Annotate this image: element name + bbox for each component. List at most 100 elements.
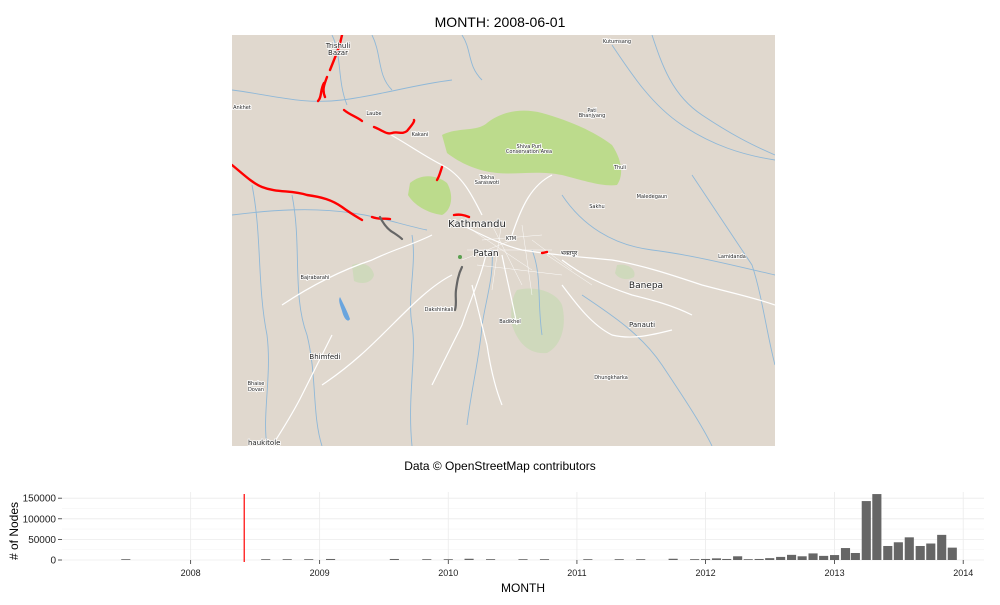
map-place-label: Bhaise: [248, 381, 265, 387]
histogram-bar: [326, 558, 336, 560]
map-place-label: Pati: [587, 108, 596, 114]
histogram-bar: [690, 559, 700, 560]
park-east: [615, 264, 635, 280]
nodes-histogram: 0 50000 100000 150000 2008 2009 2010 2011 2012 2…: [0, 490, 1000, 600]
road-network: [271, 129, 775, 446]
map-place-label: Laube: [366, 111, 381, 117]
gps-traces-red: [232, 35, 549, 255]
histogram-bar: [819, 555, 829, 560]
histogram-bar: [486, 559, 496, 560]
map-place-label: Bhimfedi: [309, 353, 340, 361]
y-axis-label: # of Nodes: [7, 502, 21, 560]
map-place-label: भक्तपुर: [561, 250, 578, 257]
map-place-label: Maledegaun: [637, 194, 668, 200]
map-place-label: Banepa: [629, 281, 663, 291]
map-place-label: Kakani: [412, 132, 429, 138]
histogram-bar: [464, 558, 474, 560]
park-south: [511, 288, 564, 354]
histogram-bar: [830, 555, 840, 560]
traces-green-point: [458, 255, 462, 259]
lake: [339, 297, 350, 321]
map-place-label: Dhungkharka: [594, 375, 628, 381]
map-place-label: Dakshinkali: [425, 307, 454, 313]
histogram-bar: [261, 559, 271, 560]
x-tick-label: 2008: [181, 568, 201, 578]
histogram-bar: [937, 534, 947, 560]
histogram-bar: [539, 559, 550, 560]
map-place-label: Shiva Puri: [517, 144, 542, 150]
map-place-label: Patan: [473, 249, 498, 259]
x-tick-label: 2013: [825, 568, 845, 578]
histogram-bar: [711, 558, 722, 560]
histogram-bar: [443, 559, 453, 560]
histogram-bar: [733, 556, 743, 560]
histogram-bar: [701, 558, 711, 560]
map-place-label: Bhanjyang: [579, 113, 606, 119]
map-canvas[interactable]: TrishuliBazarKutumsangLaubeKakaniPatiBha…: [232, 35, 775, 446]
histogram-bar: [883, 545, 893, 560]
histogram-bar: [926, 543, 936, 560]
map-place-label: Kathmandu: [448, 219, 506, 230]
map-attribution: Data © OpenStreetMap contributors: [404, 459, 596, 473]
map-place-label: Kutumsang: [603, 39, 631, 45]
histogram-bar: [850, 552, 860, 560]
map-place-label: haukitole: [248, 439, 280, 446]
histogram-bar: [121, 559, 131, 560]
histogram-bar: [915, 545, 925, 560]
map-place-label: Trishuli: [325, 42, 351, 50]
histogram-bar: [893, 542, 903, 560]
histogram-bar: [422, 559, 432, 560]
histogram-bar: [808, 553, 818, 560]
histogram-bar: [304, 559, 314, 560]
x-tick-label: 2014: [953, 568, 973, 578]
map-place-label: Ankhet: [233, 105, 251, 111]
x-tick-label: 2011: [567, 568, 586, 578]
park-west: [408, 176, 452, 215]
map-place-label: KTM: [506, 236, 516, 242]
histogram-bar: [947, 547, 957, 560]
map-panel[interactable]: Trishuli Bazar Kutumsang Laube Kakani Pati Bha…: [232, 35, 775, 446]
park-southwest: [352, 263, 374, 283]
map-place-label: Bajrabarahi: [301, 275, 330, 281]
y-tick-label: 100000: [23, 514, 57, 525]
histogram-bar: [787, 554, 797, 560]
map-place-label: Badikhel: [499, 319, 521, 325]
map-place-label: Bazar: [328, 49, 348, 57]
histogram-bar: [743, 559, 753, 560]
histogram-bar: [861, 501, 871, 560]
map-place-label: Lamidanda: [718, 254, 746, 260]
gps-traces-grey: [378, 215, 464, 312]
map-place-label: Conservation Area: [506, 149, 552, 155]
map-place-label: Saraswoti: [475, 180, 499, 186]
map-land: [232, 35, 775, 446]
map-title: MONTH: 2008-06-01: [434, 14, 566, 30]
histogram-bar: [776, 556, 786, 560]
shivapuri-conservation-area: [442, 110, 622, 186]
histogram-bar: [904, 537, 914, 560]
histogram-bar: [840, 548, 851, 560]
histogram-bar: [583, 559, 593, 560]
x-axis-label: MONTH: [501, 581, 545, 595]
histogram-bar: [636, 559, 646, 560]
map-place-label: Tokha: [479, 175, 494, 181]
map-place-label: Sakhu: [589, 204, 604, 210]
histogram-bar: [797, 556, 807, 560]
histogram-bar: [765, 558, 775, 560]
map-place-label: Panauti: [629, 321, 655, 329]
x-tick-label: 2009: [310, 568, 330, 578]
y-tick-label: 150000: [23, 494, 57, 505]
histogram-bar: [518, 559, 528, 560]
histogram-bar: [614, 559, 624, 560]
y-tick-label: 0: [50, 556, 56, 567]
histogram-bar: [754, 558, 764, 560]
y-tick-label: 50000: [28, 535, 56, 546]
histogram-bar: [389, 558, 399, 560]
x-tick-label: 2012: [696, 568, 716, 578]
histogram-bar: [872, 494, 882, 560]
x-tick-label: 2010: [438, 568, 458, 578]
histogram-bar: [282, 559, 292, 560]
histogram-bar: [668, 558, 678, 560]
map-place-label: Thuli: [613, 165, 626, 171]
road-mesh: [461, 219, 593, 296]
histogram-bar: [722, 558, 732, 560]
